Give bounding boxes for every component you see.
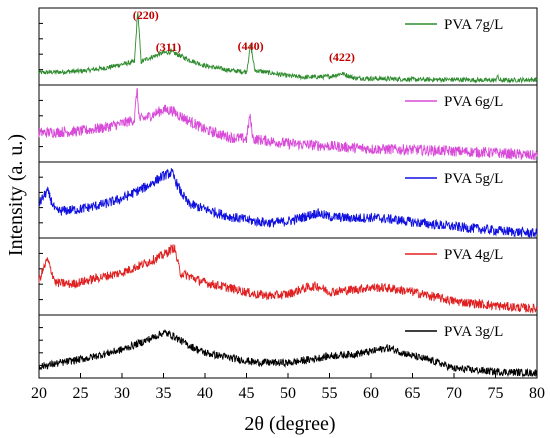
legend-label: PVA 4g/L bbox=[444, 247, 503, 263]
legend-label: PVA 6g/L bbox=[444, 94, 503, 110]
x-tick-label: 25 bbox=[73, 385, 89, 402]
x-tick-label: 40 bbox=[197, 385, 213, 402]
panel-3: PVA 5g/L bbox=[38, 161, 538, 239]
x-tick-label: 60 bbox=[363, 385, 379, 402]
x-tick-label: 75 bbox=[488, 385, 504, 402]
peak-annotation: (220) bbox=[133, 8, 159, 22]
x-tick-label: 70 bbox=[446, 385, 462, 402]
y-axis-title: Intensity (a. u.) bbox=[5, 134, 27, 256]
panel-1: PVA 7g/L (220) (311) (440) (422) bbox=[38, 7, 538, 86]
peak-annotation: (440) bbox=[238, 39, 264, 53]
legend-label: PVA 7g/L bbox=[444, 17, 503, 33]
x-axis: 20 25 30 35 40 45 50 55 60 65 70 75 80 bbox=[31, 373, 545, 402]
panels-group: PVA 7g/L (220) (311) (440) (422) PVA 6g/L PVA … bbox=[38, 7, 538, 379]
peak-annotation: (422) bbox=[329, 50, 355, 64]
x-tick-label: 65 bbox=[405, 385, 421, 402]
x-tick-label: 55 bbox=[322, 385, 338, 402]
peak-annotation: (311) bbox=[156, 40, 181, 54]
x-tick-label: 20 bbox=[31, 385, 47, 402]
x-tick-label: 30 bbox=[114, 385, 130, 402]
panel-2: PVA 6g/L bbox=[38, 84, 538, 163]
series-line bbox=[38, 88, 538, 161]
panel-5: PVA 3g/L bbox=[38, 314, 538, 379]
series-line bbox=[38, 243, 538, 314]
x-axis-title: 2θ (degree) bbox=[244, 413, 335, 435]
panel-4: PVA 4g/L bbox=[38, 237, 538, 316]
x-tick-label: 80 bbox=[529, 385, 545, 402]
series-line bbox=[38, 329, 538, 378]
x-tick-label: 45 bbox=[239, 385, 255, 402]
series-line bbox=[38, 168, 538, 239]
legend-label: PVA 3g/L bbox=[444, 324, 503, 340]
x-tick-label: 50 bbox=[280, 385, 296, 402]
series-line bbox=[38, 12, 538, 84]
x-tick-label: 35 bbox=[156, 385, 172, 402]
legend-label: PVA 5g/L bbox=[444, 171, 503, 187]
